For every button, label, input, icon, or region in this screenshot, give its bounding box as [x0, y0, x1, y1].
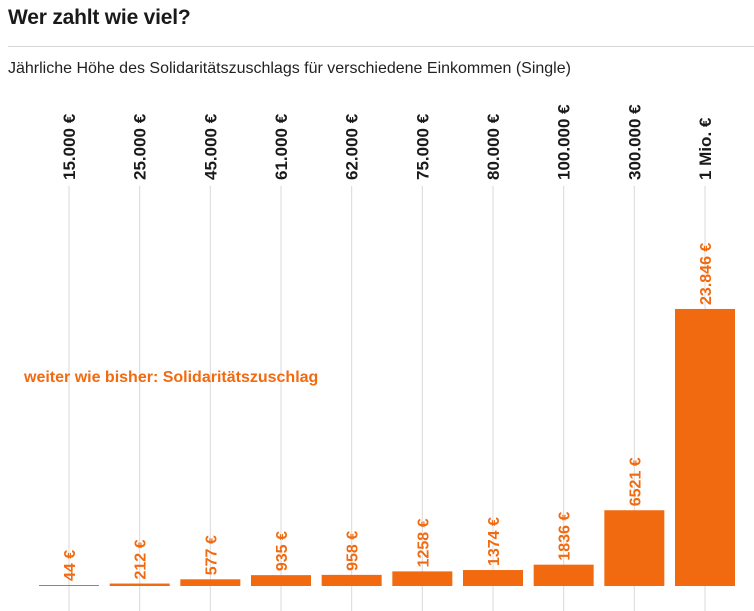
category-label: 75.000 €: [413, 113, 432, 180]
value-label: 958 €: [345, 531, 362, 571]
title-divider: [8, 46, 754, 47]
bar: [180, 579, 241, 586]
bar: [251, 575, 311, 586]
category-label: 15.000 €: [60, 113, 79, 180]
bar: [109, 583, 170, 586]
bar: [533, 564, 594, 586]
category-label: 80.000 €: [484, 113, 503, 180]
bars: [39, 308, 735, 586]
bar: [321, 574, 382, 586]
category-label: 100.000 €: [555, 104, 574, 180]
chart-annotation: weiter wie bisher: Solidaritätszuschlag: [23, 369, 318, 386]
value-label: 212 €: [133, 539, 150, 579]
chart-title: Wer zahlt wie viel?: [8, 6, 191, 29]
bar: [675, 308, 735, 586]
labels: 15.000 € 44 € 25.000 € 212 € 45.000 € 577 € 61…: [60, 104, 715, 581]
value-label: 6521 €: [627, 457, 644, 506]
bar: [604, 510, 665, 586]
chart-subtitle: Jährliche Höhe des Solidaritätszuschlags…: [8, 60, 571, 77]
category-label: 25.000 €: [131, 113, 150, 180]
value-label: 1836 €: [557, 512, 574, 561]
value-label: 1258 €: [415, 518, 432, 567]
category-label: 1 Mio. €: [696, 117, 715, 180]
category-label: 45.000 €: [201, 113, 220, 180]
category-label: 62.000 €: [343, 113, 362, 180]
category-label: 61.000 €: [272, 113, 291, 180]
value-label: 1374 €: [486, 517, 503, 566]
value-label: 935 €: [274, 531, 291, 571]
bar: [39, 585, 99, 586]
category-label: 300.000 €: [625, 104, 644, 180]
value-label: 23.846 €: [698, 243, 715, 305]
bar: [392, 571, 453, 586]
bar: [463, 570, 523, 586]
value-label: 44 €: [62, 550, 79, 581]
value-label: 577 €: [203, 535, 220, 575]
